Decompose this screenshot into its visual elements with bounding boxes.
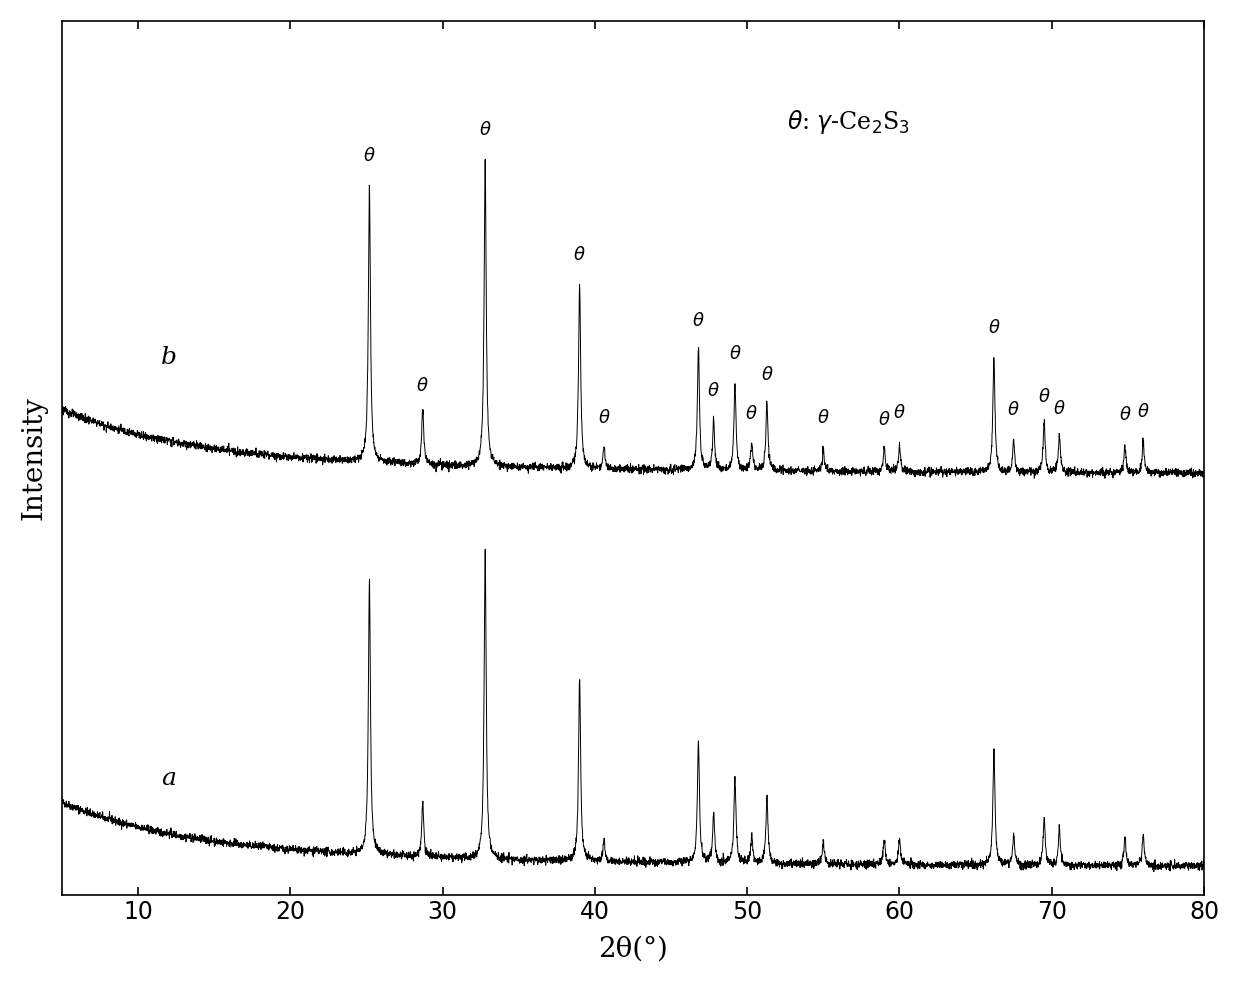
Text: $\theta$: $\theta$ [707, 381, 720, 400]
Text: $\theta$: $\theta$ [1007, 401, 1021, 419]
Text: $\theta$: $\theta$ [745, 405, 758, 423]
Text: $\theta$: $\theta$ [893, 404, 905, 423]
Text: $\theta$: $\theta$ [729, 345, 742, 364]
X-axis label: 2θ(°): 2θ(°) [598, 935, 668, 962]
Text: $\theta$: $\theta$ [417, 376, 429, 394]
Text: $\theta$: $\theta$ [692, 312, 704, 330]
Text: b: b [161, 346, 177, 369]
Text: $\theta$: $\gamma$-Ce$_2$S$_3$: $\theta$: $\gamma$-Ce$_2$S$_3$ [787, 108, 910, 137]
Text: $\theta$: $\theta$ [1053, 400, 1065, 418]
Text: $\theta$: $\theta$ [817, 410, 830, 428]
Y-axis label: Intensity: Intensity [21, 396, 48, 520]
Text: $\theta$: $\theta$ [878, 411, 890, 429]
Text: $\theta$: $\theta$ [598, 409, 610, 427]
Text: $\theta$: $\theta$ [1118, 406, 1131, 425]
Text: $\theta$: $\theta$ [1038, 387, 1050, 406]
Text: $\theta$: $\theta$ [479, 121, 491, 140]
Text: $\theta$: $\theta$ [1137, 403, 1149, 422]
Text: $\theta$: $\theta$ [363, 146, 376, 165]
Text: a: a [161, 767, 176, 790]
Text: $\theta$: $\theta$ [760, 366, 774, 384]
Text: $\theta$: $\theta$ [573, 246, 587, 264]
Text: $\theta$: $\theta$ [987, 319, 1001, 337]
